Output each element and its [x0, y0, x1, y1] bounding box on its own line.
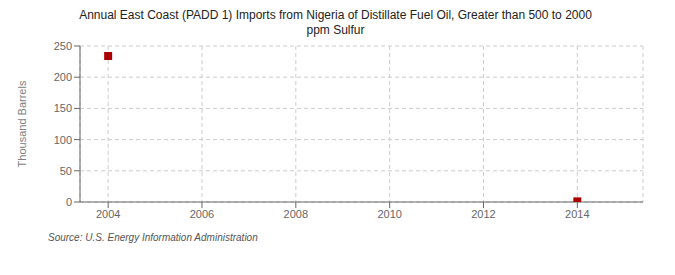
svg-text:2012: 2012: [471, 208, 495, 220]
svg-text:2014: 2014: [565, 208, 589, 220]
html-text:Annual East Coast (PADD 1) Imp: Annual East Coast (PADD 1) Imports from …: [79, 8, 592, 22]
svg-text:250: 250: [54, 40, 72, 52]
svg-text:100: 100: [54, 134, 72, 146]
svg-text:2004: 2004: [96, 208, 120, 220]
html-text:ppm Sulfur: ppm Sulfur: [306, 23, 365, 37]
svg-text:2010: 2010: [377, 208, 401, 220]
svg-text:200: 200: [54, 71, 72, 83]
svg-text:0: 0: [66, 196, 72, 208]
svg-text:2006: 2006: [190, 208, 214, 220]
svg-text:50: 50: [60, 165, 72, 177]
html-text:Source: U.S. Energy Informatio: Source: U.S. Energy Information Administ…: [48, 232, 258, 243]
svg-text:2008: 2008: [284, 208, 308, 220]
svg-text:150: 150: [54, 102, 72, 114]
svg-text:Thousand Barrels: Thousand Barrels: [16, 80, 28, 167]
